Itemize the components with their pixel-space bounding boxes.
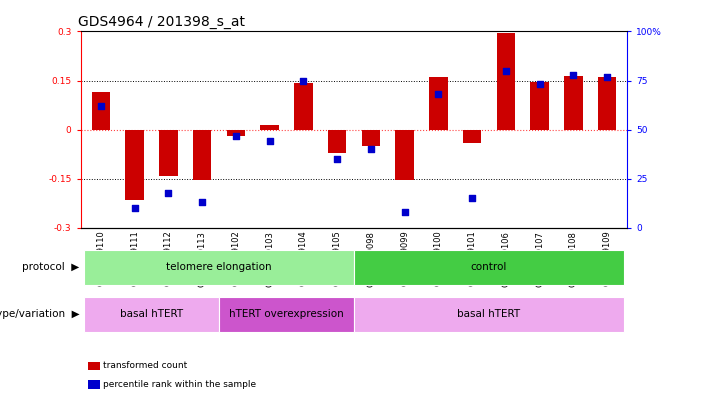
Bar: [354, 250, 624, 285]
Bar: [362, 130, 380, 146]
Point: [399, 209, 410, 215]
Text: transformed count: transformed count: [103, 361, 187, 370]
Text: percentile rank within the sample: percentile rank within the sample: [103, 380, 256, 389]
Bar: [294, 83, 313, 130]
Bar: [463, 130, 482, 143]
Point: [568, 72, 579, 78]
Point: [264, 138, 275, 145]
Bar: [598, 77, 616, 130]
Point: [95, 103, 107, 109]
Text: control: control: [471, 262, 508, 272]
Bar: [496, 33, 515, 130]
Point: [601, 73, 613, 80]
Bar: [159, 130, 177, 176]
Point: [196, 199, 207, 206]
Bar: [219, 297, 354, 332]
Text: genotype/variation  ▶: genotype/variation ▶: [0, 309, 79, 320]
Point: [501, 68, 512, 74]
Bar: [125, 130, 144, 200]
Bar: [92, 92, 110, 130]
Text: GDS4964 / 201398_s_at: GDS4964 / 201398_s_at: [78, 15, 245, 29]
Point: [332, 156, 343, 162]
Point: [467, 195, 478, 202]
Bar: [429, 77, 448, 130]
Bar: [531, 82, 549, 130]
Bar: [328, 130, 346, 152]
Bar: [354, 297, 624, 332]
Bar: [84, 250, 354, 285]
Point: [298, 77, 309, 84]
Point: [534, 81, 545, 88]
Bar: [193, 130, 212, 180]
Text: hTERT overexpression: hTERT overexpression: [229, 309, 344, 320]
Text: telomere elongation: telomere elongation: [166, 262, 272, 272]
Bar: [564, 75, 583, 130]
Text: protocol  ▶: protocol ▶: [22, 262, 79, 272]
Point: [433, 91, 444, 97]
Bar: [226, 130, 245, 136]
Point: [365, 146, 376, 152]
Text: basal hTERT: basal hTERT: [458, 309, 521, 320]
Point: [129, 205, 140, 211]
Bar: [395, 130, 414, 180]
Bar: [84, 297, 219, 332]
Text: basal hTERT: basal hTERT: [120, 309, 183, 320]
Point: [163, 189, 174, 196]
Point: [230, 132, 241, 139]
Bar: [260, 125, 279, 130]
